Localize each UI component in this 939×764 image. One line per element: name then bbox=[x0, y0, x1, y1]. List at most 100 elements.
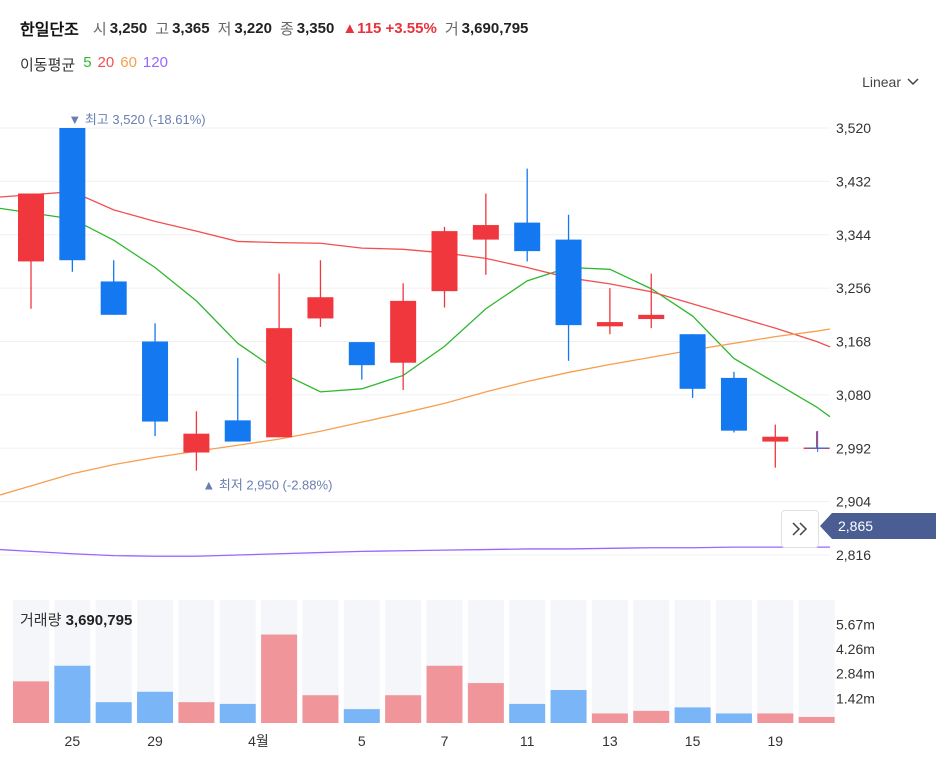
candle-body bbox=[596, 322, 623, 327]
volume-bar bbox=[757, 713, 794, 723]
scroll-to-latest-button[interactable] bbox=[781, 510, 819, 548]
high-label: 고 bbox=[155, 20, 170, 38]
low-label: 저 bbox=[217, 20, 232, 38]
high-value: 3,365 bbox=[172, 19, 210, 37]
volume-track bbox=[674, 600, 711, 723]
volume-bar bbox=[261, 634, 298, 723]
candle-body bbox=[390, 300, 417, 363]
volume-bar bbox=[550, 690, 587, 723]
volume-bar bbox=[219, 703, 256, 723]
candle-body bbox=[762, 436, 789, 442]
candle-body bbox=[142, 341, 169, 422]
ma60-line bbox=[0, 328, 831, 496]
candle-body bbox=[307, 297, 334, 319]
volume-bar bbox=[426, 665, 463, 723]
x-tick-label: 11 bbox=[520, 733, 535, 749]
volume-bar bbox=[13, 681, 49, 723]
volume-bar bbox=[302, 695, 339, 723]
volume-bar bbox=[591, 713, 628, 723]
candle-body bbox=[679, 334, 706, 389]
open-label: 시 bbox=[92, 20, 107, 38]
double-chevron-right-icon bbox=[792, 522, 808, 536]
ma5-line bbox=[0, 207, 831, 418]
stock-name: 한일단조 bbox=[20, 22, 79, 39]
volume-bar bbox=[509, 703, 546, 723]
close-label: 종 bbox=[279, 20, 294, 38]
x-tick-label: 5 bbox=[358, 733, 366, 749]
volume-bar bbox=[467, 683, 504, 723]
y-tick-label: 3,168 bbox=[836, 334, 871, 350]
y-tick-label: 2,904 bbox=[836, 494, 871, 510]
x-tick-label: 13 bbox=[602, 733, 618, 749]
volume-bar bbox=[95, 702, 132, 723]
volume-panel-value: 3,690,795 bbox=[65, 612, 133, 629]
candle-body bbox=[514, 222, 541, 252]
volume-panel-title: 거래량 bbox=[20, 612, 62, 629]
volume-track bbox=[757, 600, 794, 723]
candle-body bbox=[59, 128, 86, 261]
candle-body bbox=[183, 433, 210, 453]
candle-body bbox=[720, 377, 747, 431]
current-price-value: 2,865 bbox=[838, 518, 873, 534]
volume-bar bbox=[633, 710, 670, 723]
volume-bar bbox=[798, 716, 835, 723]
volume-track bbox=[219, 600, 256, 723]
y-tick-label: 3,432 bbox=[836, 173, 871, 189]
change-value: ▲115 +3.55% bbox=[342, 19, 437, 37]
volume-tick-label: 5.67m bbox=[836, 617, 875, 633]
volume-bar bbox=[343, 709, 380, 723]
volume-tick-label: 1.42m bbox=[836, 690, 875, 706]
y-tick-label: 2,816 bbox=[836, 547, 871, 563]
ma20-line bbox=[0, 191, 831, 348]
volume-track bbox=[509, 600, 546, 723]
current-price-tag: 2,865 bbox=[820, 513, 936, 539]
y-tick-label: 3,344 bbox=[836, 227, 871, 243]
x-tick-label: 4월 bbox=[248, 733, 269, 749]
volume-value: 3,690,795 bbox=[461, 19, 529, 37]
open-value: 3,250 bbox=[109, 19, 148, 37]
stock-header: 한일단조 시 3,250 고 3,365 저 3,220 종 3,350 ▲11… bbox=[20, 14, 536, 42]
ma-legend-label: 이동평균 bbox=[20, 57, 76, 74]
y-tick-label: 2,992 bbox=[836, 440, 871, 456]
candle-body bbox=[18, 193, 44, 262]
volume-bar bbox=[674, 707, 711, 723]
volume-tick-label: 4.26m bbox=[836, 641, 875, 657]
volume-label: 거 bbox=[444, 20, 459, 38]
x-tick-label: 29 bbox=[147, 733, 163, 749]
low-annotation: ▲ 최저 2,950 (-2.88%) bbox=[202, 478, 332, 493]
moving-average-legend[interactable]: 이동평균 5 20 60 120 bbox=[20, 54, 168, 75]
low-value: 3,220 bbox=[234, 19, 272, 37]
candle-body bbox=[472, 225, 499, 240]
candle-body bbox=[224, 420, 251, 442]
x-tick-label: 7 bbox=[441, 733, 449, 749]
volume-panel-label: 거래량 3,690,795 bbox=[20, 609, 132, 630]
candle-body bbox=[266, 328, 293, 438]
y-tick-label: 3,080 bbox=[836, 387, 871, 403]
ma120-line bbox=[0, 546, 830, 557]
volume-tick-label: 2.84m bbox=[836, 666, 875, 682]
close-value: 3,350 bbox=[296, 19, 335, 37]
y-tick-label: 3,256 bbox=[836, 280, 871, 296]
candle-body bbox=[348, 342, 375, 366]
volume-track bbox=[633, 600, 670, 723]
ma120-legend: 120 bbox=[142, 54, 168, 71]
volume-track bbox=[798, 600, 835, 723]
scale-dropdown[interactable]: Linear bbox=[862, 74, 919, 90]
volume-track bbox=[343, 600, 380, 723]
x-tick-label: 25 bbox=[65, 733, 81, 749]
scale-label: Linear bbox=[862, 74, 901, 90]
volume-bar bbox=[54, 665, 91, 723]
chevron-down-icon bbox=[907, 78, 919, 86]
x-tick-label: 19 bbox=[768, 733, 784, 749]
volume-track bbox=[715, 600, 752, 723]
y-tick-label: 3,520 bbox=[836, 120, 871, 136]
x-tick-label: 15 bbox=[685, 733, 701, 749]
volume-bar bbox=[385, 695, 422, 723]
volume-bar bbox=[715, 713, 752, 723]
high-annotation: ▼ 최고 3,520 (-18.61%) bbox=[68, 112, 205, 127]
ma5-legend: 5 bbox=[83, 54, 92, 71]
volume-bar bbox=[178, 702, 215, 723]
candle-body bbox=[100, 281, 127, 315]
candle-body bbox=[555, 239, 582, 326]
